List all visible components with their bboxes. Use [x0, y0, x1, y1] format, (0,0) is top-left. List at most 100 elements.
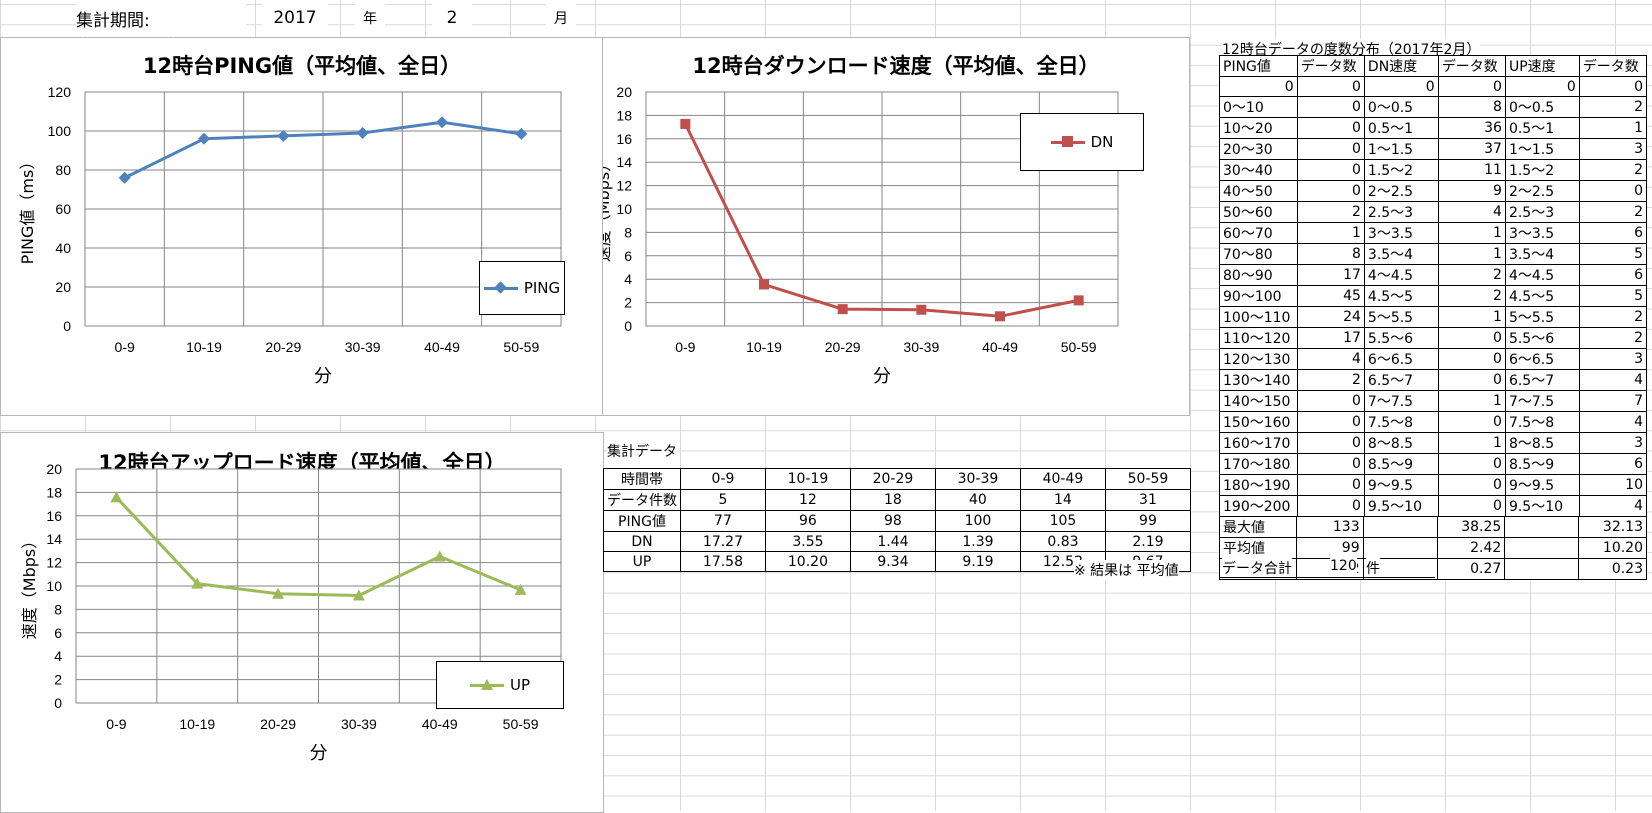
stats-cell[interactable]	[1362, 516, 1438, 538]
distribution-cell[interactable]: 40～50	[1219, 180, 1298, 202]
distribution-cell[interactable]: 2～2.5	[1363, 180, 1439, 202]
summary-cell[interactable]: 40	[934, 489, 1021, 511]
distribution-cell[interactable]: 8	[1296, 243, 1365, 265]
distribution-cell[interactable]: 17	[1296, 327, 1365, 349]
distribution-cell[interactable]: 0	[1296, 96, 1365, 118]
distribution-cell[interactable]: 4	[1578, 369, 1648, 391]
summary-header-cell[interactable]: 20-29	[849, 468, 936, 490]
distribution-cell[interactable]: 5～5.5	[1363, 306, 1439, 328]
distribution-cell[interactable]: 100～110	[1219, 306, 1298, 328]
summary-cell[interactable]: 12	[764, 489, 851, 511]
distribution-cell[interactable]: 8～8.5	[1363, 432, 1439, 454]
stats-cell[interactable]: 32.13	[1578, 516, 1647, 538]
summary-cell[interactable]: 77	[680, 510, 766, 532]
distribution-cell[interactable]: 3～3.5	[1504, 222, 1580, 244]
summary-header-cell[interactable]: 10-19	[764, 468, 851, 490]
distribution-cell[interactable]: 2	[1578, 327, 1648, 349]
distribution-cell[interactable]: 6	[1578, 222, 1648, 244]
distribution-cell[interactable]: 0	[1437, 411, 1506, 433]
distribution-cell[interactable]: 1～1.5	[1363, 138, 1439, 160]
summary-cell[interactable]: 96	[764, 510, 851, 532]
distribution-cell[interactable]: 5	[1578, 285, 1648, 307]
summary-header-cell[interactable]: 30-39	[934, 468, 1021, 490]
distribution-cell[interactable]: 7.5～8	[1504, 411, 1580, 433]
distribution-cell[interactable]: 110～120	[1219, 327, 1298, 349]
distribution-cell[interactable]: 3	[1578, 348, 1648, 370]
distribution-cell[interactable]: 24	[1296, 306, 1365, 328]
summary-cell[interactable]: UP	[603, 551, 681, 572]
distribution-cell[interactable]: 3～3.5	[1363, 222, 1439, 244]
summary-cell[interactable]: データ件数	[603, 489, 681, 511]
distribution-cell[interactable]: 2	[1578, 306, 1648, 328]
distribution-cell[interactable]: 0	[1296, 495, 1365, 517]
distribution-cell[interactable]: 0	[1296, 453, 1365, 475]
distribution-cell[interactable]: 6	[1578, 264, 1648, 286]
distribution-cell[interactable]: 0	[1296, 180, 1365, 202]
distribution-cell[interactable]: 4	[1578, 495, 1648, 517]
distribution-cell[interactable]: 3	[1578, 138, 1648, 160]
distribution-cell[interactable]: 0	[1296, 474, 1365, 496]
distribution-cell[interactable]: 0	[1437, 453, 1506, 475]
stats-cell[interactable]: 99	[1295, 537, 1364, 559]
distribution-cell[interactable]: 90～100	[1219, 285, 1298, 307]
distribution-cell[interactable]: 9～9.5	[1363, 474, 1439, 496]
distribution-cell[interactable]: 7.5～8	[1363, 411, 1439, 433]
stats-cell[interactable]: 平均値	[1219, 537, 1297, 559]
distribution-cell[interactable]: 170～180	[1219, 453, 1298, 475]
distribution-cell[interactable]: 0	[1296, 432, 1365, 454]
distribution-cell[interactable]: 10～20	[1219, 117, 1298, 139]
distribution-cell[interactable]: 1	[1437, 432, 1506, 454]
distribution-cell[interactable]: 2.5～3	[1363, 201, 1439, 223]
summary-header-cell[interactable]: 50-59	[1104, 468, 1192, 490]
distribution-cell[interactable]: 1	[1437, 306, 1506, 328]
distribution-cell[interactable]: 45	[1296, 285, 1365, 307]
distribution-cell[interactable]: 8.5～9	[1504, 453, 1580, 475]
distribution-cell[interactable]: 36	[1437, 117, 1506, 139]
distribution-cell[interactable]: 180～190	[1219, 474, 1298, 496]
distribution-cell[interactable]: 2	[1578, 96, 1648, 118]
distribution-cell[interactable]: 9	[1437, 180, 1506, 202]
distribution-cell[interactable]: 2	[1437, 264, 1506, 286]
distribution-cell[interactable]: 0	[1296, 390, 1365, 412]
distribution-cell[interactable]: 1.5～2	[1504, 159, 1580, 181]
summary-cell[interactable]: 1.39	[934, 531, 1021, 552]
distribution-cell[interactable]: 0	[1437, 76, 1506, 97]
stats-cell[interactable]: 0.27	[1436, 558, 1506, 580]
distribution-cell[interactable]: 6.5～7	[1504, 369, 1580, 391]
summary-header-cell[interactable]: 時間帯	[603, 468, 681, 490]
summary-cell[interactable]: 18	[849, 489, 936, 511]
summary-cell[interactable]: 14	[1019, 489, 1106, 511]
distribution-cell[interactable]: 0	[1437, 495, 1506, 517]
stats-cell[interactable]: 38.25	[1436, 516, 1506, 538]
stats-cell[interactable]: 2.42	[1436, 537, 1506, 559]
summary-cell[interactable]: 98	[849, 510, 936, 532]
stats-cell[interactable]	[1504, 537, 1580, 559]
up-chart[interactable]: 12時台アップロード速度（平均値、全日） 0 2 4 6 8 10 12 14 16 18 20 0-…	[0, 432, 604, 813]
distribution-cell[interactable]: 1.5～2	[1363, 159, 1439, 181]
distribution-cell[interactable]: 17	[1296, 264, 1365, 286]
distribution-cell[interactable]: 0	[1296, 138, 1365, 160]
distribution-cell[interactable]: 5～5.5	[1504, 306, 1580, 328]
distribution-cell[interactable]: 5.5～6	[1504, 327, 1580, 349]
distribution-cell[interactable]: 8～8.5	[1504, 432, 1580, 454]
summary-cell[interactable]: 9.34	[849, 551, 936, 572]
distribution-cell[interactable]: 2～2.5	[1504, 180, 1580, 202]
summary-cell[interactable]: 0.83	[1019, 531, 1106, 552]
distribution-cell[interactable]: 0	[1296, 159, 1365, 181]
distribution-cell[interactable]: 3	[1578, 432, 1648, 454]
distribution-cell[interactable]: 9～9.5	[1504, 474, 1580, 496]
distribution-cell[interactable]: 140～150	[1219, 390, 1298, 412]
distribution-cell[interactable]: 2	[1296, 201, 1365, 223]
stats-cell[interactable]	[1504, 516, 1580, 538]
distribution-cell[interactable]: 0.5～1	[1363, 117, 1439, 139]
distribution-cell[interactable]: 1	[1578, 117, 1648, 139]
distribution-cell[interactable]: 2	[1296, 369, 1365, 391]
distribution-cell[interactable]: 1～1.5	[1504, 138, 1580, 160]
distribution-cell[interactable]: 4	[1437, 201, 1506, 223]
summary-cell[interactable]: 2.19	[1104, 531, 1192, 552]
distribution-cell[interactable]: 3.5～4	[1504, 243, 1580, 265]
distribution-cell[interactable]: 0.5～1	[1504, 117, 1580, 139]
distribution-cell[interactable]: 30～40	[1219, 159, 1298, 181]
distribution-cell[interactable]: 0	[1296, 117, 1365, 139]
ping-chart[interactable]: 12時台PING値（平均値、全日） 0 20 40 60 80 100 120 0-9 10-1…	[0, 37, 604, 416]
